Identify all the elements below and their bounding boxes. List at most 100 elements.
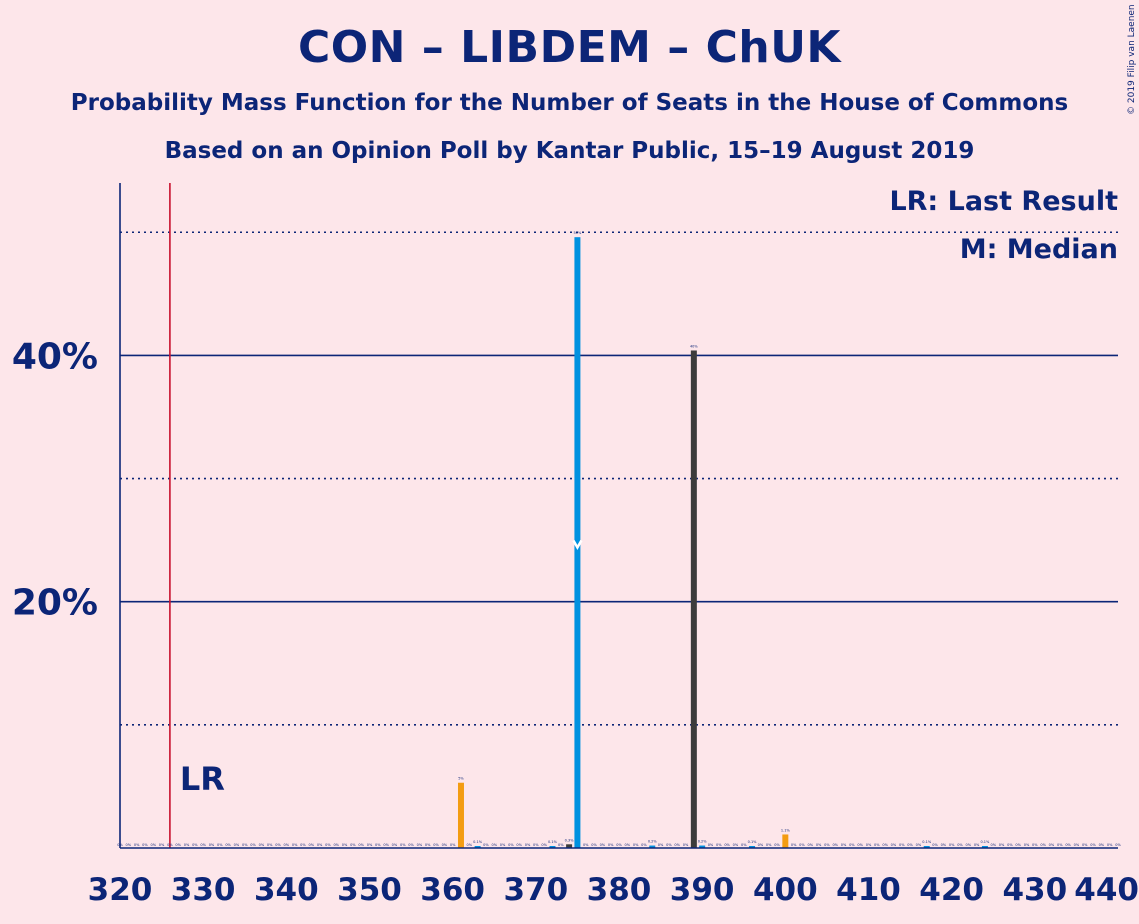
median-marker bbox=[572, 539, 583, 551]
bar-value-label: 0.1% bbox=[473, 840, 483, 844]
bar-value-label: 0.2% bbox=[648, 840, 658, 844]
zero-label: 0% bbox=[832, 843, 838, 847]
zero-label: 0% bbox=[508, 843, 514, 847]
bar-value-label: 0.1% bbox=[548, 840, 558, 844]
seat-bar bbox=[457, 782, 464, 848]
zero-label: 0% bbox=[608, 843, 614, 847]
bar-value-label: 50% bbox=[574, 231, 582, 235]
seat-bar bbox=[923, 846, 930, 848]
zero-label: 0% bbox=[799, 843, 805, 847]
zero-label: 0% bbox=[791, 843, 797, 847]
bar-value-label: 0.3% bbox=[565, 838, 575, 842]
zero-label: 0% bbox=[259, 843, 265, 847]
zero-label: 0% bbox=[225, 843, 231, 847]
zero-label: 0% bbox=[1099, 843, 1105, 847]
zero-label: 0% bbox=[941, 843, 947, 847]
zero-label: 0% bbox=[1107, 843, 1113, 847]
zero-label: 0% bbox=[625, 843, 631, 847]
zero-label: 0% bbox=[591, 843, 597, 847]
zero-label: 0% bbox=[990, 843, 996, 847]
zero-label: 0% bbox=[483, 843, 489, 847]
bar-value-label: 1.1% bbox=[781, 828, 791, 832]
zero-label: 0% bbox=[949, 843, 955, 847]
zero-label: 0% bbox=[866, 843, 872, 847]
zero-label: 0% bbox=[167, 843, 173, 847]
zero-label: 0% bbox=[192, 843, 198, 847]
bar-value-label: 0.1% bbox=[748, 840, 758, 844]
zero-label: 0% bbox=[774, 843, 780, 847]
zero-label: 0% bbox=[242, 843, 248, 847]
last-result-label: LR bbox=[180, 760, 225, 798]
zero-label: 0% bbox=[209, 843, 215, 847]
seat-bar bbox=[474, 846, 481, 848]
seat-bar bbox=[690, 350, 697, 848]
zero-label: 0% bbox=[1015, 843, 1021, 847]
zero-label: 0% bbox=[184, 843, 190, 847]
zero-label: 0% bbox=[882, 843, 888, 847]
zero-label: 0% bbox=[200, 843, 206, 847]
zero-label: 0% bbox=[142, 843, 148, 847]
zero-label: 0% bbox=[841, 843, 847, 847]
chart-source: Based on an Opinion Poll by Kantar Publi… bbox=[164, 138, 975, 164]
zero-label: 0% bbox=[217, 843, 223, 847]
zero-label: 0% bbox=[159, 843, 165, 847]
zero-label: 0% bbox=[816, 843, 822, 847]
zero-label: 0% bbox=[367, 843, 373, 847]
zero-label: 0% bbox=[741, 843, 747, 847]
zero-label: 0% bbox=[541, 843, 547, 847]
zero-label: 0% bbox=[633, 843, 639, 847]
zero-label: 0% bbox=[1090, 843, 1096, 847]
zero-label: 0% bbox=[525, 843, 531, 847]
zero-label: 0% bbox=[974, 843, 980, 847]
zero-label: 0% bbox=[467, 843, 473, 847]
zero-label: 0% bbox=[708, 843, 714, 847]
zero-label: 0% bbox=[533, 843, 539, 847]
x-tick-label: 330 bbox=[171, 872, 236, 908]
zero-label: 0% bbox=[758, 843, 764, 847]
zero-label: 0% bbox=[267, 843, 273, 847]
y-tick-label: 20% bbox=[12, 583, 98, 624]
zero-label: 0% bbox=[957, 843, 963, 847]
x-tick-label: 430 bbox=[1002, 872, 1067, 908]
x-tick-label: 370 bbox=[503, 872, 568, 908]
zero-label: 0% bbox=[134, 843, 140, 847]
x-tick-label: 410 bbox=[836, 872, 901, 908]
zero-label: 0% bbox=[716, 843, 722, 847]
zero-label: 0% bbox=[874, 843, 880, 847]
zero-label: 0% bbox=[674, 843, 680, 847]
zero-label: 0% bbox=[234, 843, 240, 847]
zero-label: 0% bbox=[383, 843, 389, 847]
seat-bar bbox=[699, 845, 706, 848]
zero-label: 0% bbox=[417, 843, 423, 847]
bar-value-label: 40% bbox=[690, 344, 698, 348]
zero-label: 0% bbox=[150, 843, 156, 847]
zero-label: 0% bbox=[666, 843, 672, 847]
zero-label: 0% bbox=[358, 843, 364, 847]
x-tick-label: 440 bbox=[1074, 872, 1139, 908]
x-tick-label: 340 bbox=[254, 872, 319, 908]
zero-label: 0% bbox=[583, 843, 589, 847]
zero-label: 0% bbox=[849, 843, 855, 847]
zero-label: 0% bbox=[1082, 843, 1088, 847]
chart-subtitle: Probability Mass Function for the Number… bbox=[70, 90, 1069, 116]
seat-bar bbox=[782, 834, 789, 848]
zero-label: 0% bbox=[966, 843, 972, 847]
x-tick-label: 350 bbox=[337, 872, 402, 908]
x-tick-label: 360 bbox=[420, 872, 485, 908]
zero-label: 0% bbox=[250, 843, 256, 847]
zero-label: 0% bbox=[733, 843, 739, 847]
zero-label: 0% bbox=[275, 843, 281, 847]
zero-label: 0% bbox=[907, 843, 913, 847]
zero-label: 0% bbox=[1115, 843, 1121, 847]
chart-title: CON – LIBDEM – ChUK bbox=[297, 22, 842, 73]
zero-label: 0% bbox=[400, 843, 406, 847]
zero-label: 0% bbox=[1049, 843, 1055, 847]
bar-value-label: 0.1% bbox=[980, 840, 990, 844]
zero-label: 0% bbox=[500, 843, 506, 847]
zero-label: 0% bbox=[333, 843, 339, 847]
zero-label: 0% bbox=[342, 843, 348, 847]
zero-label: 0% bbox=[1024, 843, 1030, 847]
bar-value-label: 5% bbox=[458, 777, 464, 781]
legend-median: M: Median bbox=[960, 234, 1118, 265]
